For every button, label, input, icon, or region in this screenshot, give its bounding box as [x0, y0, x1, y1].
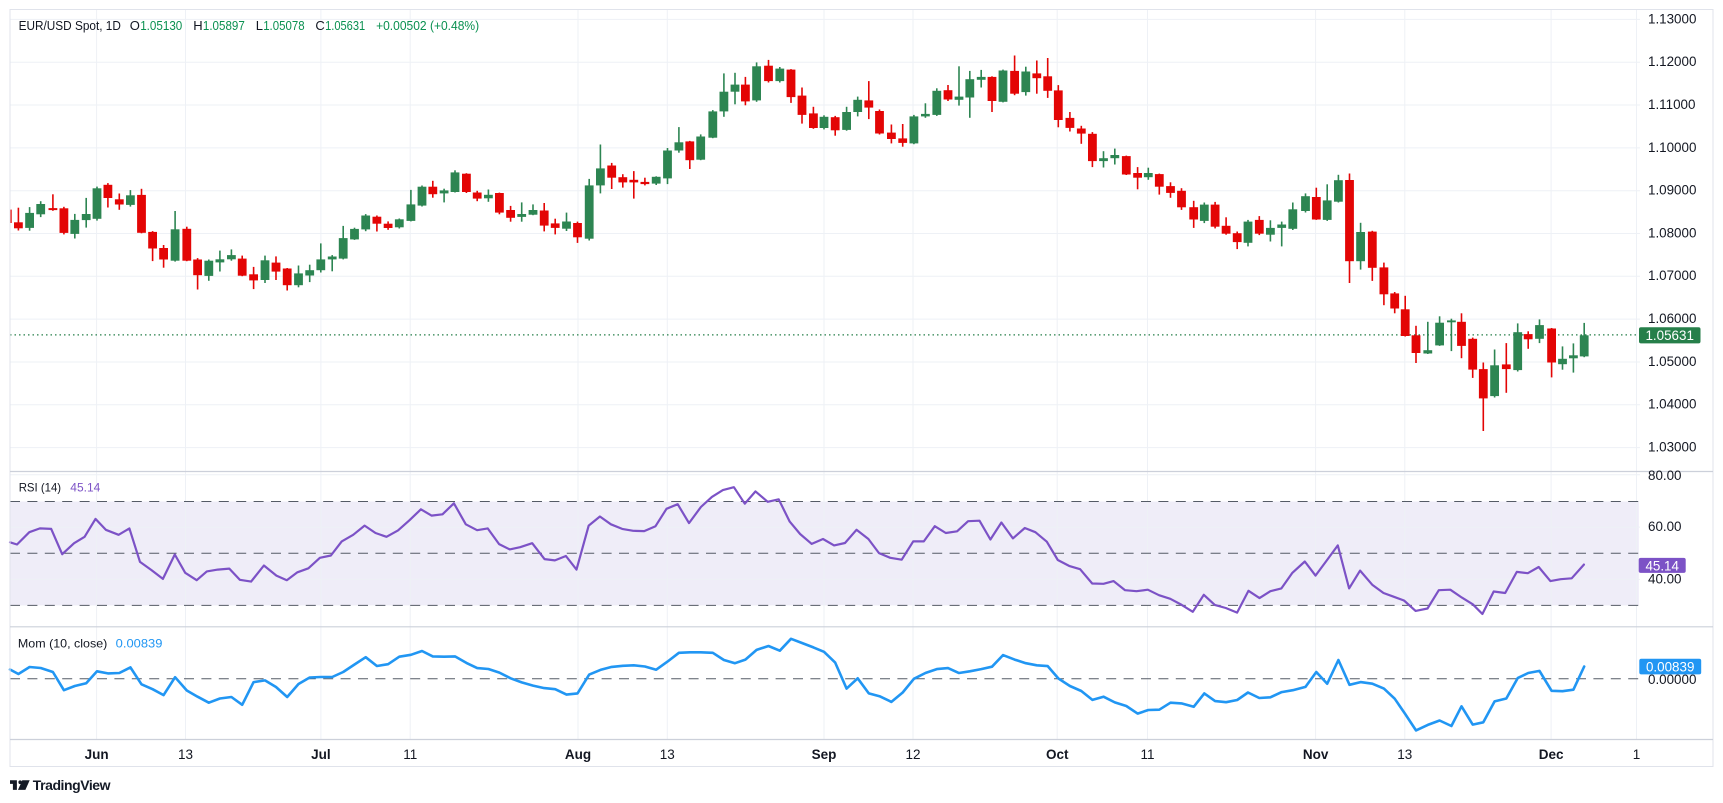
svg-text:13: 13 — [178, 747, 193, 762]
svg-text:Sep: Sep — [812, 747, 837, 762]
svg-text:EUR/USD Spot, 1D: EUR/USD Spot, 1D — [19, 18, 121, 33]
svg-text:Jul: Jul — [311, 747, 331, 762]
svg-text:1.10000: 1.10000 — [1648, 140, 1696, 155]
svg-text:1.05078: 1.05078 — [263, 18, 304, 33]
svg-text:1.03000: 1.03000 — [1648, 440, 1696, 455]
svg-text:1.05631: 1.05631 — [325, 18, 365, 33]
svg-text:Mom (10, close): Mom (10, close) — [18, 636, 107, 650]
svg-text:H: H — [193, 18, 202, 33]
svg-text:40.00: 40.00 — [1648, 571, 1682, 586]
svg-text:+0.00502 (+0.48%): +0.00502 (+0.48%) — [376, 18, 479, 33]
svg-text:1.05000: 1.05000 — [1648, 354, 1696, 369]
svg-text:11: 11 — [1140, 747, 1154, 762]
svg-text:1.07000: 1.07000 — [1648, 268, 1696, 283]
svg-text:Jun: Jun — [85, 747, 109, 762]
svg-text:45.14: 45.14 — [1645, 558, 1679, 573]
svg-text:RSI (14): RSI (14) — [19, 481, 61, 495]
svg-text:1.13000: 1.13000 — [1648, 11, 1696, 26]
svg-text:O: O — [130, 18, 140, 33]
svg-text:1: 1 — [1633, 747, 1641, 762]
svg-text:45.14: 45.14 — [70, 481, 100, 495]
svg-text:1.09000: 1.09000 — [1648, 183, 1696, 198]
svg-text:1.11000: 1.11000 — [1648, 97, 1695, 112]
svg-text:1.08000: 1.08000 — [1648, 225, 1696, 240]
svg-text:1.04000: 1.04000 — [1648, 397, 1696, 412]
svg-text:11: 11 — [403, 747, 417, 762]
svg-text:0.00839: 0.00839 — [1646, 659, 1694, 674]
svg-text:1.12000: 1.12000 — [1648, 54, 1696, 69]
svg-text:0.00000: 0.00000 — [1648, 672, 1696, 687]
svg-text:L: L — [256, 18, 263, 33]
svg-text:1.05897: 1.05897 — [203, 18, 245, 33]
svg-text:TradingView: TradingView — [33, 777, 111, 793]
svg-text:1.05631: 1.05631 — [1645, 328, 1693, 343]
svg-text:13: 13 — [660, 747, 675, 762]
svg-text:1.06000: 1.06000 — [1648, 311, 1696, 326]
svg-text:12: 12 — [905, 747, 920, 762]
svg-text:13: 13 — [1397, 747, 1412, 762]
svg-text:1.05130: 1.05130 — [140, 18, 182, 33]
svg-text:Oct: Oct — [1046, 747, 1069, 762]
svg-text:0.00839: 0.00839 — [116, 636, 163, 650]
svg-text:C: C — [315, 18, 324, 33]
svg-text:80.00: 80.00 — [1648, 468, 1682, 483]
svg-text:60.00: 60.00 — [1648, 519, 1682, 534]
svg-text:Nov: Nov — [1303, 747, 1329, 762]
svg-text:Aug: Aug — [565, 747, 591, 762]
svg-text:Dec: Dec — [1539, 747, 1564, 762]
